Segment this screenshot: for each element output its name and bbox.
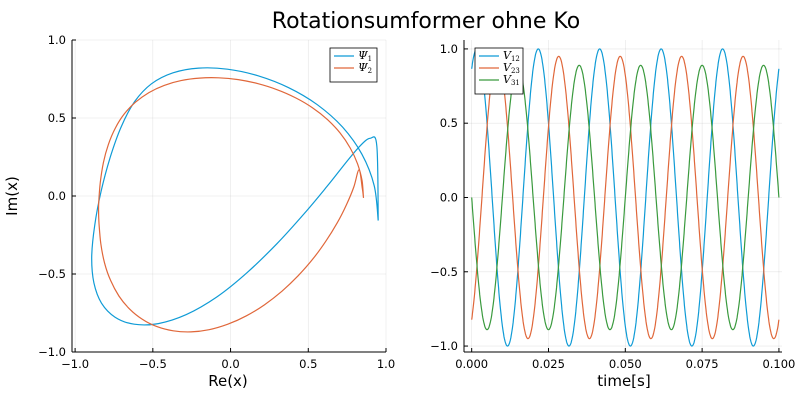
left-y-tick-label: 1.0 <box>48 33 66 47</box>
left-legend-label-main: Ψ <box>358 61 368 74</box>
left-axes <box>71 39 387 353</box>
left-x-axis-label: Re(x) <box>208 372 248 390</box>
left-x-tick-label: −1.0 <box>61 357 89 371</box>
right-axes <box>463 40 782 353</box>
left-y-tick-label: −0.5 <box>38 267 66 281</box>
left-y-tick-label: 0.0 <box>48 189 66 203</box>
right-legend-label: V31 <box>503 73 520 87</box>
left-tick-labels: −1.0 −0.5 0.0 0.5 1.0 −1.0 −0.5 0.0 0.5 1.0 <box>38 33 395 371</box>
left-y-tick-label: 0.5 <box>48 111 66 125</box>
right-legend-label-sub: 31 <box>511 79 520 87</box>
left-legend-box <box>329 47 378 83</box>
right-x-tick-label: 0.100 <box>762 357 795 371</box>
left-legend-label-main: Ψ <box>358 49 368 62</box>
left-x-tick-label: 1.0 <box>377 357 395 371</box>
left-y-tick-label: −1.0 <box>38 345 66 359</box>
right-y-tick-label: 1.0 <box>440 42 458 56</box>
right-x-tick-label: 0.075 <box>686 357 719 371</box>
right-legend-label-sub: 23 <box>511 67 520 75</box>
left-x-tick-label: 0.0 <box>221 357 239 371</box>
right-tick-labels: 0.000 0.025 0.050 0.075 0.100 −1.0 −0.5 0.0 0.5 1… <box>430 42 795 371</box>
right-legend-label: V23 <box>503 61 520 75</box>
left-legend-label-sub: 2 <box>368 67 372 75</box>
left-legend-label: Ψ2 <box>358 61 372 75</box>
left-x-tick-label: −0.5 <box>139 357 167 371</box>
left-series <box>91 67 379 333</box>
right-x-tick-label: 0.000 <box>455 357 488 371</box>
right-y-tick-label: −1.0 <box>430 339 458 353</box>
right-x-tick-label: 0.025 <box>532 357 565 371</box>
right-grid <box>464 40 782 352</box>
left-series-line-ψ1 <box>91 67 379 326</box>
right-x-tick-label: 0.050 <box>609 357 642 371</box>
voltages-plot: 0.000 0.025 0.050 0.075 0.100 −1.0 −0.5 0.0 0.5 1… <box>430 40 795 390</box>
right-series-line-v12 <box>471 48 780 347</box>
right-legend-label-main: V <box>503 61 512 74</box>
right-y-tick-label: 0.0 <box>440 190 458 204</box>
right-legend-label-sub: 12 <box>511 55 520 63</box>
left-x-tick-label: 0.5 <box>299 357 317 371</box>
phase-plane-plot: −1.0 −0.5 0.0 0.5 1.0 −1.0 −0.5 0.0 0.5 1.0 Re(x)… <box>3 33 395 390</box>
right-x-axis-label: time[s] <box>597 372 650 390</box>
figure-title: Rotationsumformer ohne Ko <box>272 9 580 34</box>
right-legend-label-main: V <box>503 73 512 86</box>
left-legend-label: Ψ1 <box>358 49 372 63</box>
right-legend-label-main: V <box>503 49 512 62</box>
right-y-tick-label: −0.5 <box>430 265 458 279</box>
right-legend-label: V12 <box>503 49 520 63</box>
right-series-line-v23 <box>471 55 780 340</box>
left-y-axis-label: Im(x) <box>3 176 21 216</box>
right-y-tick-label: 0.5 <box>440 116 458 130</box>
left-series-line-ψ2 <box>97 77 365 333</box>
left-legend-label-sub: 1 <box>368 55 372 63</box>
